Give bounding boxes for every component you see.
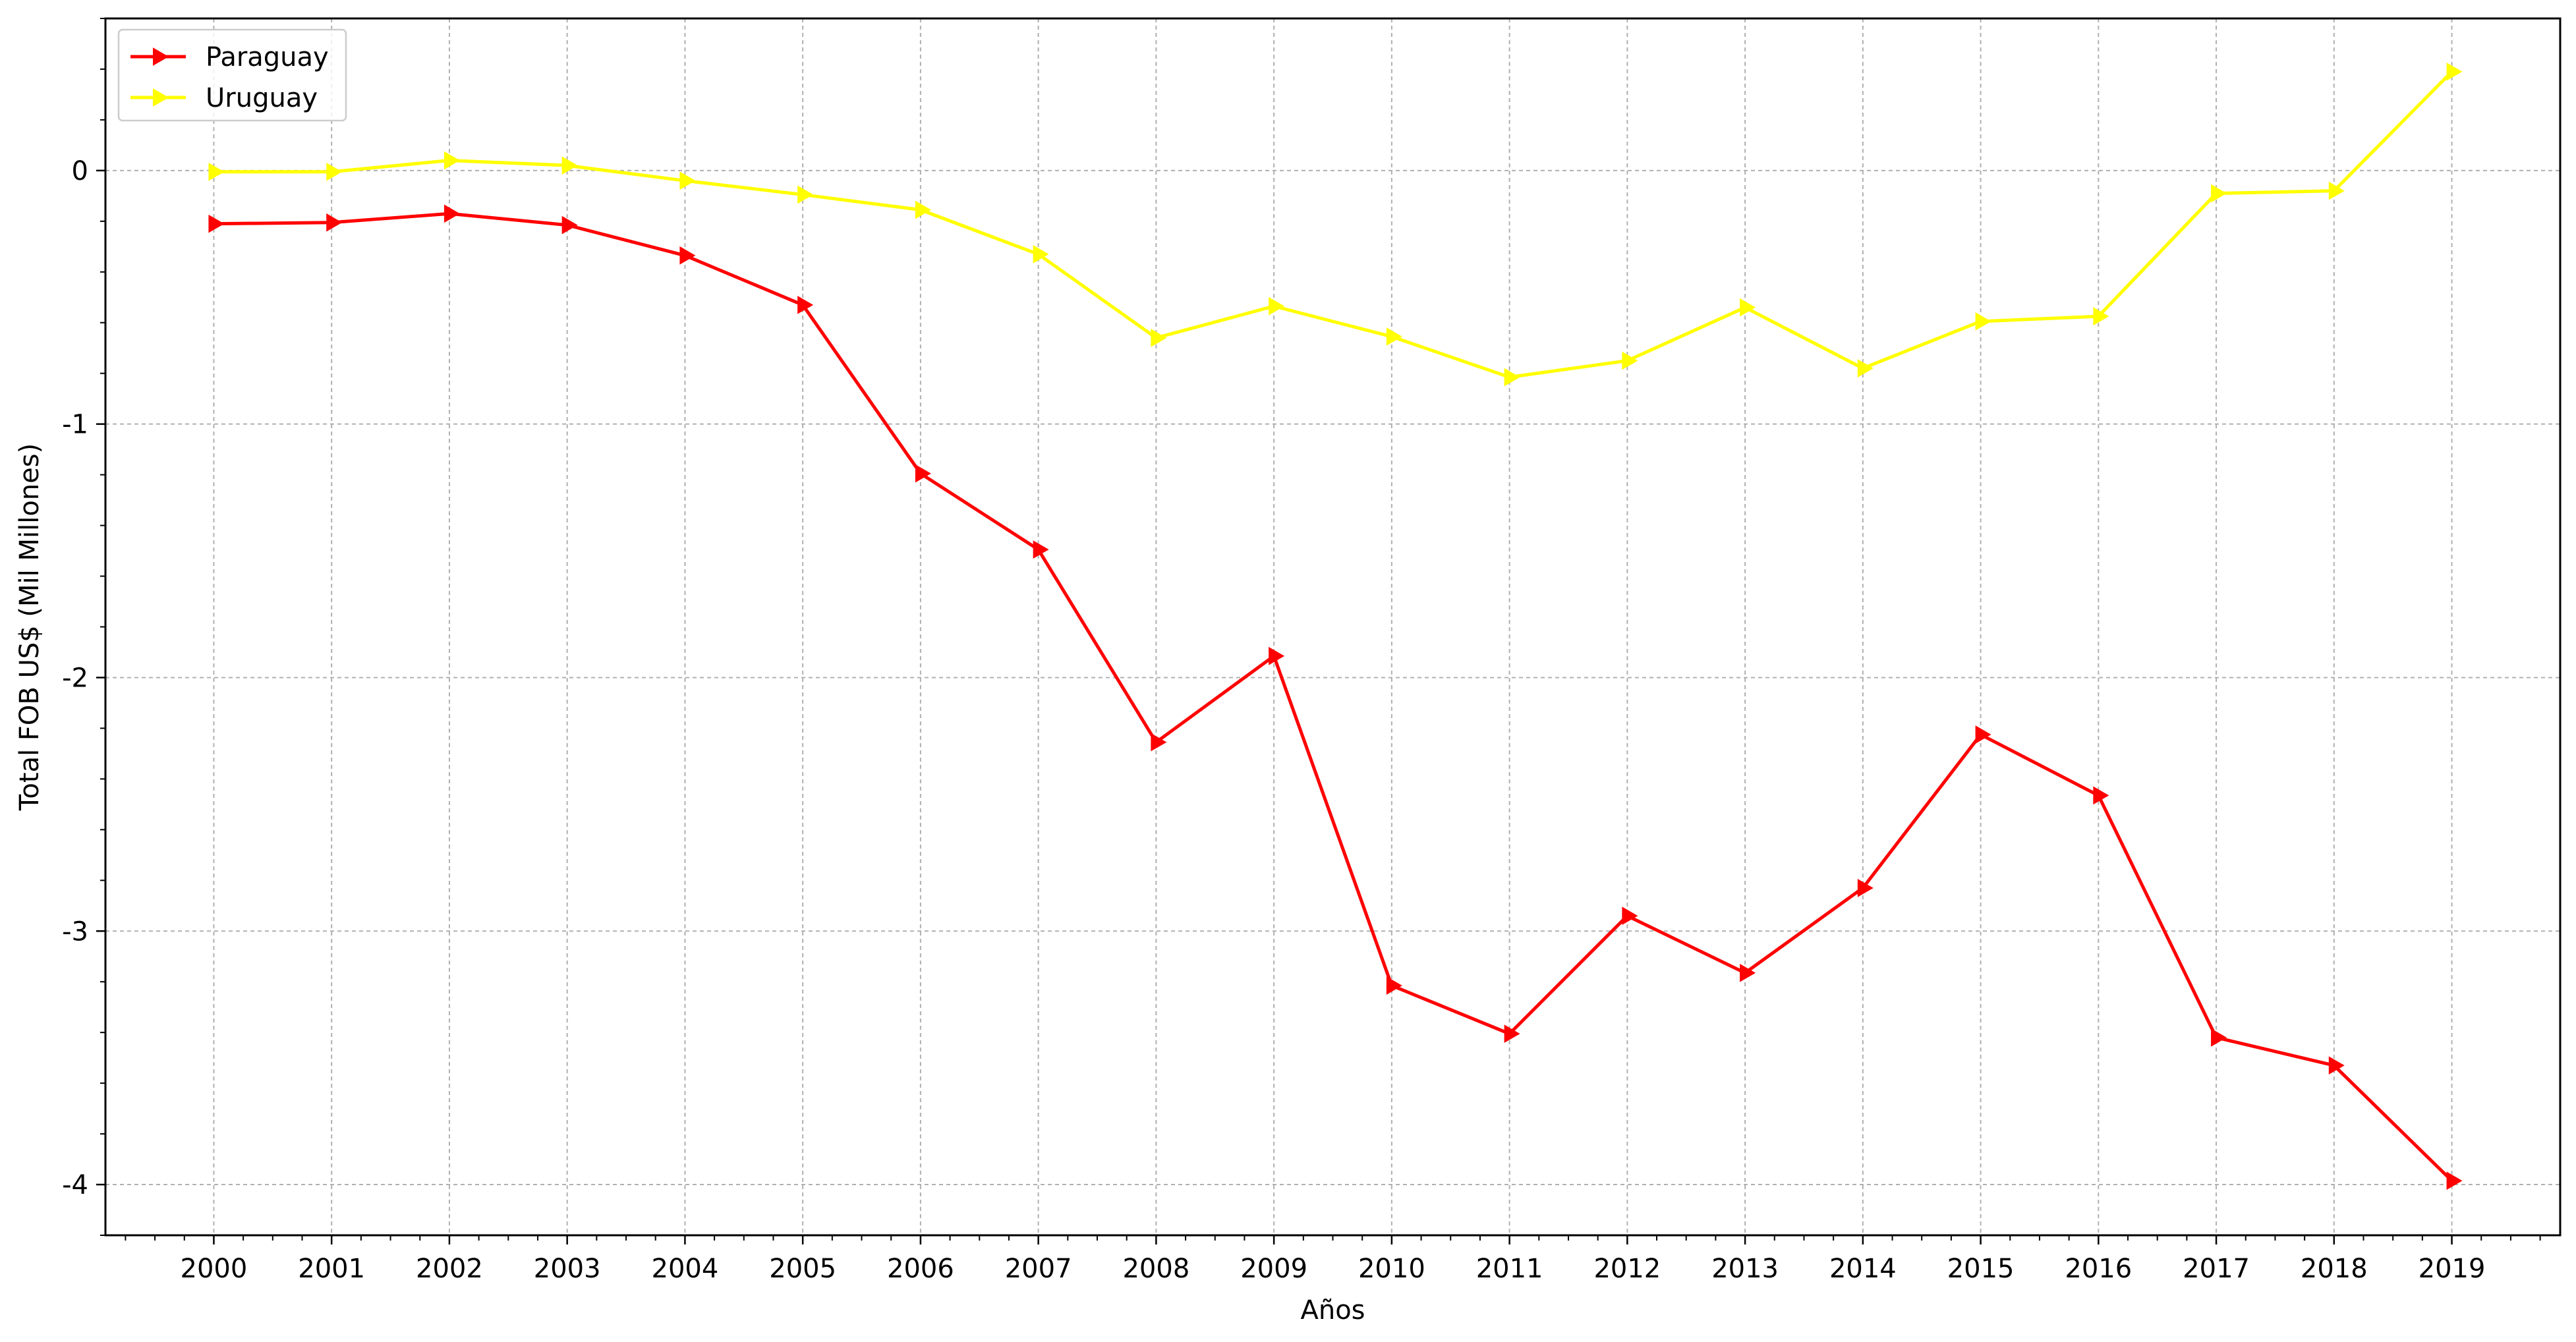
x-tick-label: 2012 xyxy=(1593,1254,1661,1284)
data-point-uruguay-2014 xyxy=(1857,359,1874,377)
x-tick-label: 2001 xyxy=(298,1254,365,1284)
data-point-uruguay-2013 xyxy=(1740,298,1756,317)
x-tick-label: 2007 xyxy=(1005,1254,1072,1284)
x-tick-label: 2000 xyxy=(181,1254,248,1284)
grid xyxy=(105,18,2560,1235)
data-point-uruguay-2006 xyxy=(915,200,931,219)
x-tick-label: 2010 xyxy=(1358,1254,1425,1284)
data-point-paraguay-2012 xyxy=(1622,907,1638,926)
data-point-uruguay-2012 xyxy=(1622,351,1638,370)
data-point-uruguay-2000 xyxy=(208,162,225,181)
legend: Paraguay Uruguay xyxy=(117,28,347,122)
x-tick-label: 2006 xyxy=(887,1254,954,1284)
axes: 2000 2001 2002 2003 2004 2005 2006 2007 2008 2009… xyxy=(62,18,2541,1284)
x-tick-label: 2019 xyxy=(2419,1254,2486,1284)
data-point-paraguay-2017 xyxy=(2211,1028,2227,1047)
legend-marker-paraguay xyxy=(153,47,169,66)
data-point-uruguay-2007 xyxy=(1033,245,1049,264)
data-point-paraguay-2016 xyxy=(2093,786,2109,805)
data-point-paraguay-2003 xyxy=(561,215,578,235)
data-point-paraguay-2010 xyxy=(1386,976,1402,995)
x-tick-label: 2002 xyxy=(416,1254,483,1284)
legend-marker-uruguay xyxy=(153,88,169,107)
series-paraguay xyxy=(208,204,2463,1190)
data-point-paraguay-2000 xyxy=(208,214,225,233)
data-point-uruguay-2019 xyxy=(2446,62,2463,81)
data-point-uruguay-2009 xyxy=(1269,296,1285,316)
series-lines xyxy=(208,62,2463,1190)
data-point-paraguay-2006 xyxy=(915,464,931,483)
data-point-uruguay-2016 xyxy=(2093,307,2109,325)
data-point-uruguay-2010 xyxy=(1386,327,1402,346)
data-point-paraguay-2013 xyxy=(1740,963,1756,982)
data-point-paraguay-2018 xyxy=(2328,1056,2345,1075)
legend-item-paraguay: Paraguay xyxy=(130,42,329,72)
series-line-paraguay xyxy=(214,211,2453,1183)
legend-label-uruguay: Uruguay xyxy=(206,83,318,113)
x-tick-label: 2015 xyxy=(1947,1254,2015,1284)
y-tick-label: -4 xyxy=(62,1170,88,1200)
x-tick-label: 2013 xyxy=(1711,1254,1779,1284)
x-tick-label: 2009 xyxy=(1240,1254,1307,1284)
data-point-paraguay-2015 xyxy=(1975,725,1991,744)
x-tick-label: 2016 xyxy=(2065,1254,2132,1284)
y-tick-label: -1 xyxy=(62,410,88,440)
data-point-paraguay-2002 xyxy=(444,204,460,223)
legend-label-paraguay: Paraguay xyxy=(206,42,329,72)
series-uruguay xyxy=(208,62,2463,387)
x-tick-label: 2008 xyxy=(1122,1254,1189,1284)
data-point-paraguay-2009 xyxy=(1269,646,1285,665)
y-tick-label: 0 xyxy=(72,156,88,186)
data-point-paraguay-2019 xyxy=(2446,1171,2463,1190)
data-point-paraguay-2001 xyxy=(326,213,343,232)
data-point-paraguay-2004 xyxy=(679,246,696,265)
y-tick-label: -3 xyxy=(62,916,88,947)
data-point-uruguay-2017 xyxy=(2211,184,2227,203)
data-point-uruguay-2003 xyxy=(561,156,578,175)
data-point-uruguay-2015 xyxy=(1975,312,1991,331)
series-line-uruguay xyxy=(214,70,2453,379)
data-point-uruguay-2018 xyxy=(2328,181,2345,200)
data-point-paraguay-2008 xyxy=(1151,733,1167,752)
legend-item-uruguay: Uruguay xyxy=(130,83,318,113)
data-point-paraguay-2014 xyxy=(1857,878,1874,897)
x-tick-label: 2018 xyxy=(2301,1254,2368,1284)
x-tick-label: 2005 xyxy=(769,1254,836,1284)
data-point-uruguay-2001 xyxy=(326,162,343,181)
x-tick-label: 2003 xyxy=(534,1254,601,1284)
data-point-paraguay-2005 xyxy=(797,295,814,314)
data-point-uruguay-2008 xyxy=(1151,328,1167,347)
data-point-uruguay-2002 xyxy=(444,151,460,170)
data-point-uruguay-2005 xyxy=(797,185,814,204)
x-tick-label: 2011 xyxy=(1476,1254,1543,1284)
data-point-uruguay-2004 xyxy=(679,171,696,190)
x-tick-label: 2017 xyxy=(2183,1254,2250,1284)
x-tick-label: 2004 xyxy=(652,1254,719,1284)
y-tick-label: -2 xyxy=(62,663,88,693)
x-tick-label: 2014 xyxy=(1829,1254,1897,1284)
data-point-paraguay-2007 xyxy=(1033,540,1049,559)
x-axis-label: Años xyxy=(1300,1295,1365,1326)
data-point-uruguay-2011 xyxy=(1504,368,1520,387)
data-point-paraguay-2011 xyxy=(1504,1024,1520,1043)
y-axis-label: Total FOB US$ (Mil Millones) xyxy=(14,443,45,811)
